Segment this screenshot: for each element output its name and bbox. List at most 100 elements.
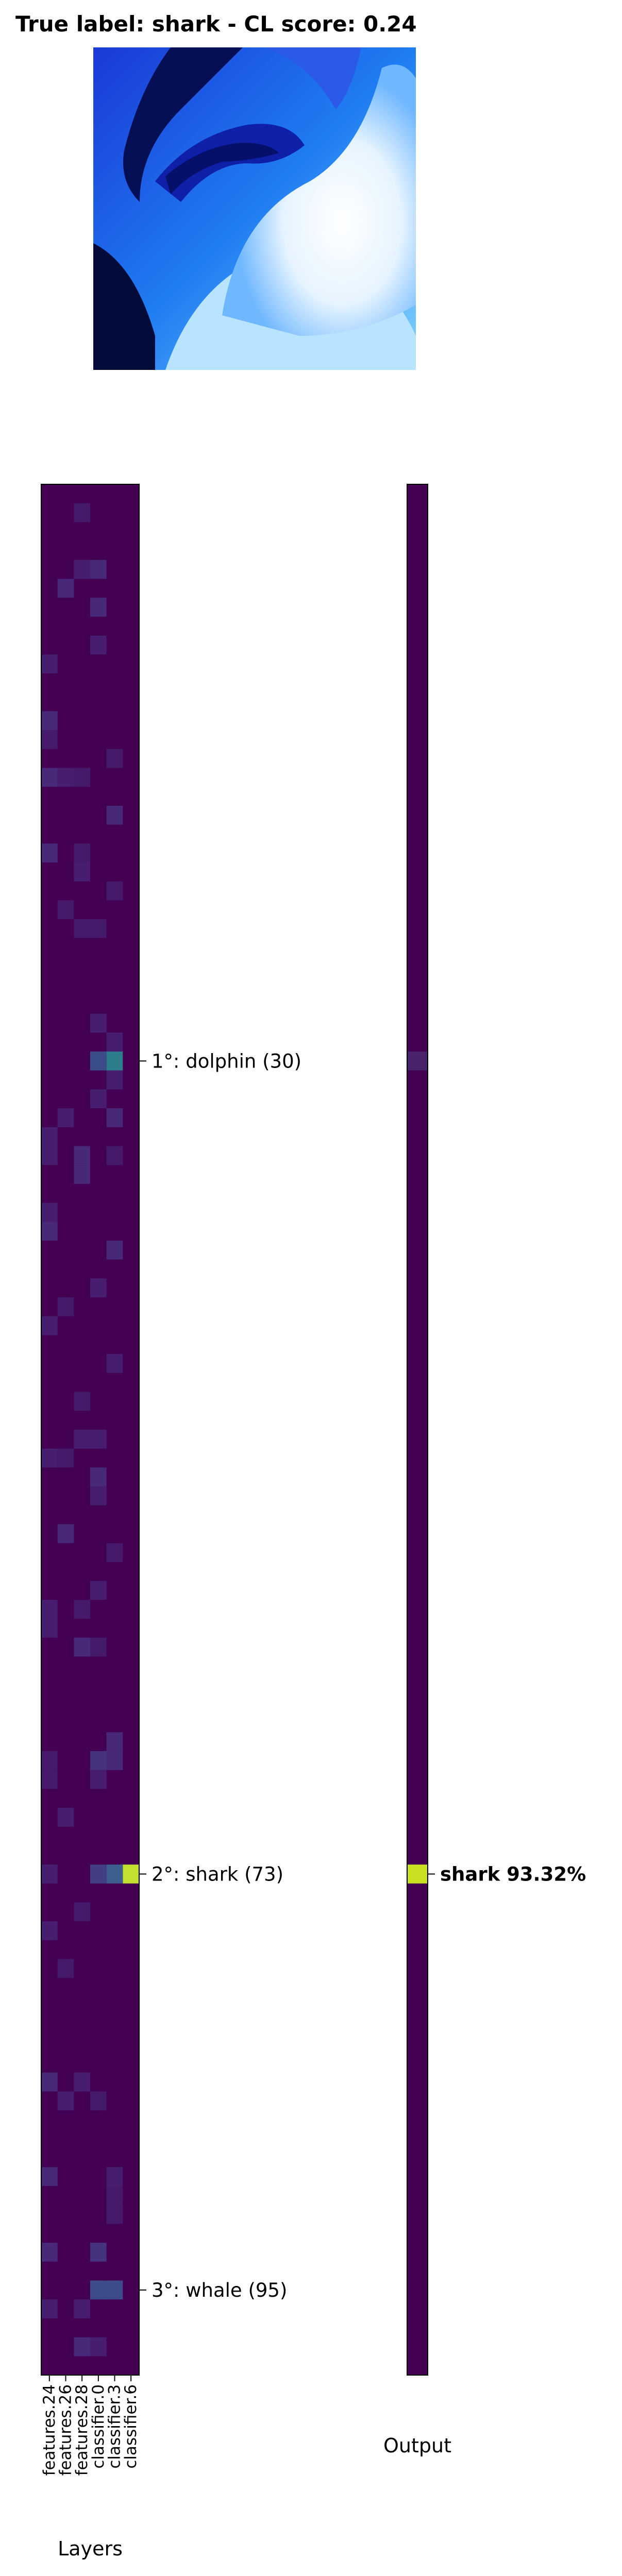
heatmap-cell (90, 1637, 107, 1657)
heatmap-cell (57, 2091, 74, 2111)
heatmap-cell (106, 805, 123, 825)
heatmap-cell (90, 1467, 107, 1487)
output-cell (407, 1052, 428, 1071)
heatmap-cell (90, 560, 107, 579)
heatmap-cell (57, 1959, 74, 1978)
heatmap-cell (106, 1146, 123, 1165)
output-axis-label: Output (383, 2434, 451, 2457)
heatmap-cell (90, 2337, 107, 2357)
heatmap-cell (74, 1430, 90, 1449)
heatmap-cell (106, 1032, 123, 1052)
heatmap-cell (90, 1089, 107, 1109)
heatmap-cell (74, 1902, 90, 1922)
x-axis-label: Layers (58, 2537, 123, 2560)
heatmap-cell (106, 1865, 123, 1884)
x-tick-label: classifier.3 (106, 2384, 124, 2469)
heatmap-cell (74, 768, 90, 787)
heatmap-cell (106, 2205, 123, 2224)
heatmap-cell (90, 2091, 107, 2111)
heatmap-cell (90, 1486, 107, 1505)
heatmap-cell (41, 843, 58, 862)
x-tick-label: classifier.6 (122, 2384, 140, 2469)
heatmap-cell (90, 1013, 107, 1033)
heatmap-cell (106, 2167, 123, 2186)
output-background (407, 484, 428, 2375)
heatmap-cell (57, 1808, 74, 1827)
annotation-label: 1°: dolphin (30) (152, 1050, 301, 1072)
heatmap-cell (106, 1751, 123, 1770)
heatmap-cell (41, 1751, 58, 1770)
heatmap-cell (90, 2280, 107, 2300)
heatmap-cell (106, 1354, 123, 1373)
output-annotation-label: shark 93.32% (440, 1863, 586, 1885)
heatmap-cell (41, 2072, 58, 2092)
heatmap-cell (74, 862, 90, 882)
heatmap-cell (106, 881, 123, 901)
heatmap-cell (74, 1392, 90, 1411)
heatmap-cell (106, 2280, 123, 2300)
heatmap-cell (90, 1278, 107, 1298)
input-image (93, 47, 416, 370)
heatmap-cell (90, 1770, 107, 1789)
heatmap-cell (41, 1316, 58, 1335)
heatmap-cell (41, 2243, 58, 2262)
heatmap-cell (57, 579, 74, 598)
heatmap-cell (57, 900, 74, 920)
heatmap-cell (90, 635, 107, 655)
heatmap-cell (41, 1865, 58, 1884)
heatmap-cell (106, 1070, 123, 1090)
heatmap-cell (106, 1543, 123, 1562)
heatmap-cell (90, 2243, 107, 2262)
heatmap-cell (41, 711, 58, 731)
heatmap-cell (123, 1865, 139, 1884)
heatmap-cell (41, 1146, 58, 1165)
heatmap-cell (90, 598, 107, 617)
heatmap-cell (41, 1222, 58, 1241)
layers-heatmap: 1°: dolphin (30) 2°: shark (73) 3°: whale … (40, 484, 301, 2560)
heatmap-cell (41, 768, 58, 787)
heatmap-cell (41, 1448, 58, 1468)
heatmap-cell (41, 1600, 58, 1619)
annotation-label: 3°: whale (95) (152, 2279, 287, 2301)
heatmap-cell (106, 1732, 123, 1751)
heatmap-cell (106, 1241, 123, 1260)
heatmap-cell (90, 919, 107, 938)
annotation-label: 2°: shark (73) (152, 1863, 283, 1885)
x-tick-label: features.26 (57, 2384, 75, 2476)
heatmap-cell (74, 1165, 90, 1184)
heatmap-cell (74, 919, 90, 938)
heatmap-cell (41, 1770, 58, 1789)
chart-title: True label: shark - CL score: 0.24 (15, 11, 417, 37)
heatmap-cell (90, 1052, 107, 1071)
heatmap-cell (90, 1430, 107, 1449)
heatmap-cell (106, 2186, 123, 2205)
heatmap-cell (90, 1581, 107, 1600)
x-tick-label: features.28 (73, 2384, 91, 2476)
heatmap-cell (74, 1600, 90, 1619)
heatmap-cell (41, 1921, 58, 1940)
heatmap-cell (90, 1751, 107, 1770)
heatmap-cell (57, 1108, 74, 1127)
heatmap-cell (41, 2299, 58, 2318)
heatmap-cell (41, 2167, 58, 2186)
heatmap-cell (57, 1524, 74, 1544)
heatmap-cell (106, 1052, 123, 1071)
heatmap-frame (41, 484, 140, 2376)
heatmap-cell (41, 654, 58, 673)
heatmap-cell (57, 1297, 74, 1316)
heatmap-cell (106, 749, 123, 768)
heatmap-cell (57, 1448, 74, 1468)
heatmap-cell (57, 768, 74, 787)
heatmap-cell (41, 1619, 58, 1638)
heatmap-cell (106, 1108, 123, 1127)
heatmap-cell (74, 2072, 90, 2092)
x-tick-label: classifier.0 (89, 2384, 108, 2469)
heatmap-cell (74, 1146, 90, 1165)
heatmap-cell (74, 2337, 90, 2357)
heatmap-cell (41, 1202, 58, 1222)
heatmap-cell (41, 730, 58, 749)
heatmap-cell (90, 1865, 107, 1884)
output-frame (407, 484, 428, 2376)
heatmap-cell (74, 2299, 90, 2318)
